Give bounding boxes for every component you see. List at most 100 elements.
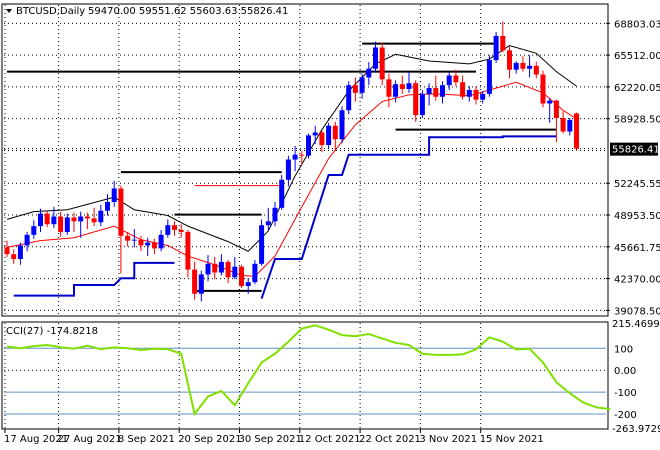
price-tick-label: 52245.55 [614,179,660,190]
candle [292,145,298,172]
candle-body [91,218,97,223]
candle [500,21,506,53]
candle-body [406,83,412,90]
candle-body [306,135,311,156]
candle [306,133,311,159]
candle [346,81,352,115]
candle [165,219,171,238]
candle-body [513,62,519,70]
current-price-box [610,142,658,156]
candle-body [426,88,432,94]
candle [125,231,131,247]
candle [151,238,157,255]
candle-body [239,266,244,287]
candle-body [567,119,573,132]
candle [31,220,37,239]
candle [359,73,365,99]
candle-body [480,93,486,100]
candle-body [17,245,23,259]
candle [192,261,198,300]
candle-body [359,77,365,93]
candle-body [393,84,399,97]
candle [218,254,224,276]
candle-body [11,254,17,259]
candle-body [78,216,84,222]
candle [520,56,526,72]
candle-body [574,113,579,149]
price-tick-label: 39078.50 [614,306,660,317]
axes: 68803.03 65512.00 62220.05 58928.50 52245.55… [4,19,660,445]
candle [212,257,218,280]
candle [426,83,432,106]
candle-body [218,261,224,273]
candle [574,112,579,151]
candle [259,219,265,266]
candle [547,97,553,123]
candle [399,75,405,94]
candle [567,117,573,136]
candle [145,237,151,257]
candle [446,71,452,90]
candle-body [165,225,171,235]
candle [78,211,84,238]
candle [553,99,559,143]
candle [540,70,546,108]
candle-body [98,210,104,223]
date-tick-label: 15 Nov 2021 [480,434,544,445]
candle [480,90,486,104]
cci-line [6,324,611,417]
price-panel-frame [1,3,609,317]
candle-body [560,117,566,132]
price-tick-label: 62220.05 [614,83,660,94]
candle [406,71,412,93]
channel-low-line [13,261,175,297]
price-tick-label: 42370.00 [614,275,660,286]
candle [560,111,566,134]
candle-body [540,74,546,104]
candle-body [64,217,70,232]
current-price-marker: 55826.41 [610,142,660,156]
grid [4,5,606,428]
candle-body [158,234,164,249]
candle-body [212,263,218,273]
symbol-dropdown-icon[interactable] [6,9,12,13]
candle [352,77,358,102]
candle [366,61,372,86]
candle-body [225,261,231,278]
candle [486,55,492,97]
candle-body [446,75,452,86]
price-tick-label: 68803.03 [614,19,660,30]
candle [460,75,466,100]
candle-body [4,247,10,255]
candle-body [172,225,177,231]
candle-body [473,89,479,100]
support-resistance-lines [7,42,557,292]
candle [172,221,177,236]
candle [38,208,43,232]
candle-body [453,75,459,83]
candle [433,75,439,101]
candle [64,213,70,235]
candle [11,249,17,264]
candle-body [111,188,117,203]
cci-tick-label: 0.00 [614,366,636,377]
candle-body [527,65,533,69]
date-tick-label: 3 Nov 2021 [419,434,477,445]
candle-body [419,93,425,116]
candle [332,121,338,151]
candle [326,122,332,149]
candle [118,185,124,274]
candle [319,130,325,152]
candle [527,55,533,78]
candle-body [507,50,512,70]
candle-body [399,84,405,90]
candle [111,180,117,207]
channel-low-line-2 [260,135,557,299]
candle [466,86,472,102]
candle [339,106,345,144]
candle [419,89,425,118]
candle [232,257,238,280]
candle-body [440,85,445,97]
current-price-text: 55826.41 [612,145,660,156]
candle-body [272,207,278,222]
